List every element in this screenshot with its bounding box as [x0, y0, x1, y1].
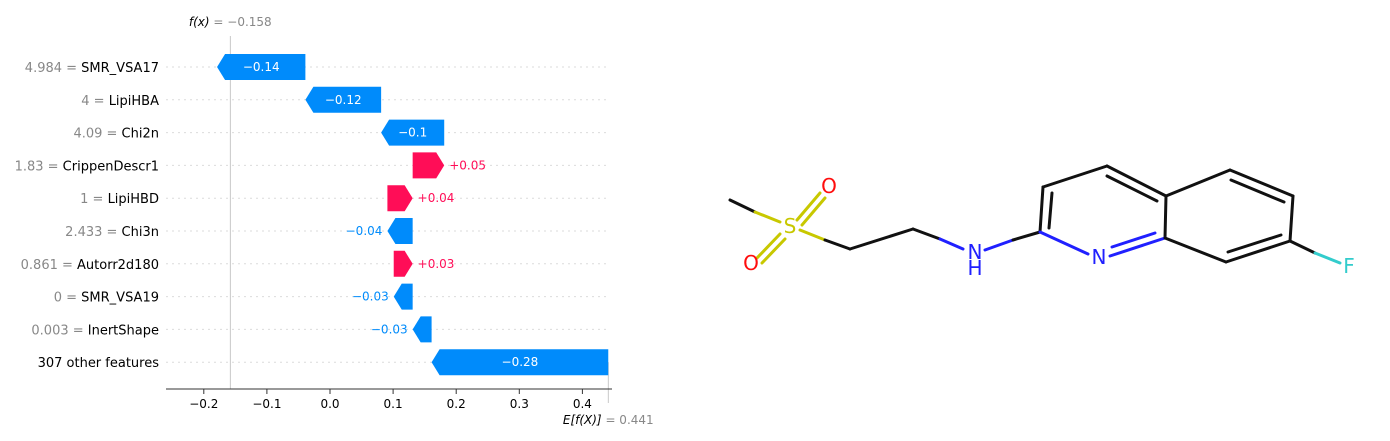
feature-label: 4.984 = SMR_VSA17: [25, 61, 159, 76]
x-tick-label: 0.1: [384, 397, 403, 411]
bond-c6-c7: [1163, 194, 1168, 240]
bar-value-label: −0.04: [346, 224, 383, 238]
bar-value-label: −0.14: [243, 60, 280, 74]
bond-c10-c11-inner: [1226, 233, 1283, 254]
bar-value-label: −0.12: [325, 93, 362, 107]
feature-label: 4 = LipiHBA: [81, 94, 159, 109]
bond-n-c3: [983, 238, 1015, 252]
atom-oxygen-bottom: O: [743, 251, 759, 275]
bond-methyl-s-a: [728, 198, 757, 214]
feature-label: 0.003 = InertShape: [31, 323, 159, 338]
fx-annotation: f(x) = −0.158: [189, 15, 272, 29]
bond-c4-c5: [1041, 164, 1109, 189]
bar-lipihba: [305, 86, 382, 113]
bond-s-c1-b: [823, 238, 852, 251]
bond-c7-nring: [1108, 236, 1167, 258]
bar-autorr2d180: [393, 250, 413, 277]
bar-chi3n: [387, 218, 413, 244]
bar-smr-vsa17: [217, 54, 306, 80]
bond-c5-c6-inner: [1105, 174, 1159, 203]
x-tick-label: 0.2: [447, 397, 466, 411]
bond-s-o-bot-2: [760, 237, 787, 265]
bar-value-label: −0.1: [398, 126, 427, 140]
feature-label: 0.861 = Autorr2d180: [21, 258, 159, 273]
bar-smr-vsa19: [393, 283, 413, 310]
atom-amine-h: H: [967, 256, 982, 280]
bar-value-label: −0.03: [371, 322, 408, 336]
bond-c2-n: [911, 227, 942, 241]
x-tick-label: 0.4: [573, 397, 592, 411]
feature-label: 307 other features: [38, 356, 160, 371]
molecule-structure: S O O N H N F: [728, 164, 1355, 280]
atom-ring-n: N: [1092, 245, 1107, 269]
bar-value-label: +0.03: [418, 257, 455, 271]
bar-crippendescr1: [412, 152, 445, 179]
bond-c3-c4-inner: [1047, 191, 1054, 230]
feature-label: 2.433 = Chi3n: [65, 225, 159, 240]
bond-n-c3-b: [1011, 230, 1042, 242]
bar-inertshape: [412, 316, 432, 343]
bond-c3-c4: [1038, 185, 1045, 234]
feature-label: 0 = SMR_VSA19: [54, 291, 159, 306]
bar-307-other-features: [431, 349, 609, 376]
bar-value-label: +0.05: [449, 158, 486, 172]
bond-c10-f-b: [1313, 251, 1342, 265]
bond-c8-c9: [1228, 168, 1295, 198]
x-tick-label: −0.2: [189, 397, 218, 411]
bond-s-o-bot-1: [755, 232, 782, 260]
feature-label: 1.83 = CrippenDescr1: [15, 159, 159, 174]
bond-c9-c10: [1288, 194, 1295, 243]
bond-c10-f: [1288, 239, 1317, 255]
shap-waterfall-chart: −0.14 4.984 = SMR_VSA17 −0.12 4 = LipiHBA −0…: [15, 15, 654, 427]
atom-sulfur: S: [784, 214, 797, 238]
bond-c5-c6: [1105, 164, 1168, 198]
base-annotation: E[f(X)] = 0.441: [563, 413, 654, 427]
feature-label: 4.09 = Chi2n: [73, 127, 159, 142]
atom-fluorine: F: [1343, 254, 1355, 278]
bond-s-c1: [798, 228, 827, 242]
atom-amine-n: N: [968, 240, 983, 264]
bond-c6-c8: [1164, 168, 1232, 198]
bond-c7-nring-inner: [1110, 231, 1157, 249]
bond-s-o-top-1: [795, 191, 822, 222]
bond-methyl-s-b: [753, 210, 782, 224]
bar-value-label: −0.03: [352, 290, 389, 304]
bond-s-o-top-2: [800, 196, 827, 227]
bar-value-label: −0.28: [502, 355, 539, 369]
bar-value-label: +0.04: [418, 191, 455, 205]
bond-c1-c2: [848, 227, 915, 251]
bond-c2-n-b: [938, 237, 965, 251]
x-tick-label: 0.3: [510, 397, 529, 411]
bond-c11-c7: [1163, 236, 1228, 264]
bar-chi2n: [381, 119, 445, 146]
bond-c10-c11: [1224, 239, 1292, 264]
bond-nring-c3: [1038, 230, 1090, 256]
bar-lipihbd: [387, 185, 413, 212]
x-tick-label: −0.1: [252, 397, 281, 411]
x-tick-label: 0.0: [320, 397, 339, 411]
atom-oxygen-top: O: [821, 174, 837, 198]
feature-label: 1 = LipiHBD: [80, 192, 159, 207]
bond-c8-c9-inner: [1229, 178, 1286, 204]
